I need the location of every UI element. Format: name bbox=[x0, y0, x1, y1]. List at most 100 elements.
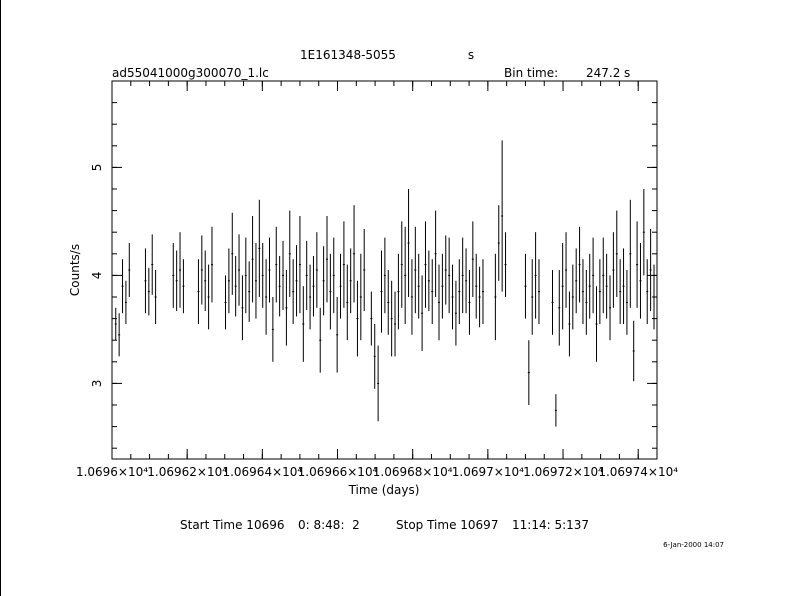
y-tick-label: 5 bbox=[90, 164, 104, 172]
data-point bbox=[154, 296, 157, 298]
data-point bbox=[444, 269, 447, 271]
data-point bbox=[609, 307, 612, 309]
data-point bbox=[387, 301, 390, 303]
data-point bbox=[595, 323, 598, 325]
stop-time-label: Stop Time 10697 bbox=[396, 518, 498, 532]
data-point bbox=[504, 264, 507, 266]
data-point bbox=[561, 285, 564, 287]
data-point bbox=[121, 285, 124, 287]
data-point bbox=[124, 301, 127, 303]
data-point bbox=[175, 280, 178, 282]
data-point bbox=[380, 291, 383, 293]
x-tick-labels: 1.0696×10⁴ 1.06962×10⁴1.06964×10⁴1.06966×… bbox=[76, 465, 678, 479]
data-point bbox=[377, 382, 380, 384]
y-axis-label: Counts/s bbox=[68, 244, 82, 296]
stop-time-value: 11:14: 5:137 bbox=[512, 518, 589, 532]
data-point bbox=[565, 269, 568, 271]
data-point bbox=[646, 291, 649, 293]
data-point bbox=[383, 274, 386, 276]
data-point bbox=[558, 307, 561, 309]
data-point bbox=[224, 301, 227, 303]
data-point bbox=[179, 269, 182, 271]
data-point bbox=[592, 274, 595, 276]
data-point bbox=[478, 296, 481, 298]
y-tick-label: 3 bbox=[90, 380, 104, 388]
data-point bbox=[424, 264, 427, 266]
data-point bbox=[315, 269, 318, 271]
data-point bbox=[497, 242, 500, 244]
data-point bbox=[285, 307, 288, 309]
data-point bbox=[581, 291, 584, 293]
data-point bbox=[265, 296, 268, 298]
data-point bbox=[359, 296, 362, 298]
data-point bbox=[414, 269, 417, 271]
data-point bbox=[275, 264, 278, 266]
data-point bbox=[197, 291, 200, 293]
data-point bbox=[207, 296, 210, 298]
data-point bbox=[615, 253, 618, 255]
data-point bbox=[585, 301, 588, 303]
data-point bbox=[575, 280, 578, 282]
data-point bbox=[632, 350, 635, 352]
x-tick-label: 1.0696×10⁴ bbox=[76, 465, 148, 479]
x-tick-label: 1.0697×10⁴ bbox=[452, 465, 524, 479]
data-point bbox=[295, 280, 298, 282]
data-point bbox=[370, 318, 373, 320]
data-point bbox=[465, 280, 468, 282]
window-left-edge bbox=[0, 0, 1, 596]
bin-time-value: 247.2 bbox=[586, 66, 620, 80]
data-point bbox=[629, 253, 632, 255]
data-point bbox=[394, 323, 397, 325]
data-point bbox=[475, 285, 478, 287]
data-point bbox=[417, 285, 420, 287]
data-point bbox=[431, 291, 434, 293]
data-point bbox=[271, 328, 274, 330]
axis-ticks bbox=[111, 80, 658, 459]
data-point bbox=[248, 291, 251, 293]
data-point bbox=[329, 291, 332, 293]
data-point bbox=[373, 355, 376, 357]
data-point bbox=[461, 274, 464, 276]
data-point bbox=[346, 301, 349, 303]
x-tick-label: 1.06964×10⁴ bbox=[222, 465, 302, 479]
data-point bbox=[451, 296, 454, 298]
object-unit-label: s bbox=[468, 48, 474, 62]
plot-frame bbox=[111, 80, 658, 460]
data-point bbox=[404, 274, 407, 276]
data-point bbox=[353, 253, 356, 255]
data-point bbox=[598, 291, 601, 293]
data-point bbox=[427, 280, 430, 282]
data-point bbox=[410, 296, 413, 298]
data-point bbox=[278, 285, 281, 287]
data-point bbox=[531, 296, 534, 298]
data-point bbox=[244, 274, 247, 276]
data-point bbox=[128, 269, 131, 271]
data-point bbox=[227, 280, 230, 282]
data-point bbox=[339, 285, 342, 287]
object-name: 1E161348-5055 bbox=[300, 48, 396, 62]
data-point bbox=[652, 296, 655, 298]
data-point bbox=[390, 318, 393, 320]
data-point bbox=[210, 264, 213, 266]
y-tick-labels: 3 4 5 bbox=[90, 164, 104, 388]
data-point bbox=[551, 301, 554, 303]
data-point bbox=[554, 409, 557, 411]
data-point bbox=[231, 253, 234, 255]
data-point bbox=[312, 285, 315, 287]
data-point bbox=[258, 247, 261, 249]
data-point bbox=[234, 285, 237, 287]
bin-time-unit: s bbox=[624, 66, 630, 80]
data-point bbox=[151, 264, 154, 266]
data-point bbox=[421, 312, 424, 314]
data-point bbox=[527, 372, 530, 374]
data-point bbox=[468, 301, 471, 303]
data-point bbox=[524, 285, 527, 287]
data-point bbox=[537, 291, 540, 293]
data-point bbox=[144, 280, 147, 282]
data-point bbox=[494, 296, 497, 298]
data-point bbox=[238, 269, 241, 271]
start-time-label: Start Time 10696 bbox=[180, 518, 284, 532]
data-point bbox=[282, 274, 285, 276]
data-point bbox=[571, 296, 574, 298]
x-tick-label: 1.06972×10⁴ bbox=[523, 465, 603, 479]
